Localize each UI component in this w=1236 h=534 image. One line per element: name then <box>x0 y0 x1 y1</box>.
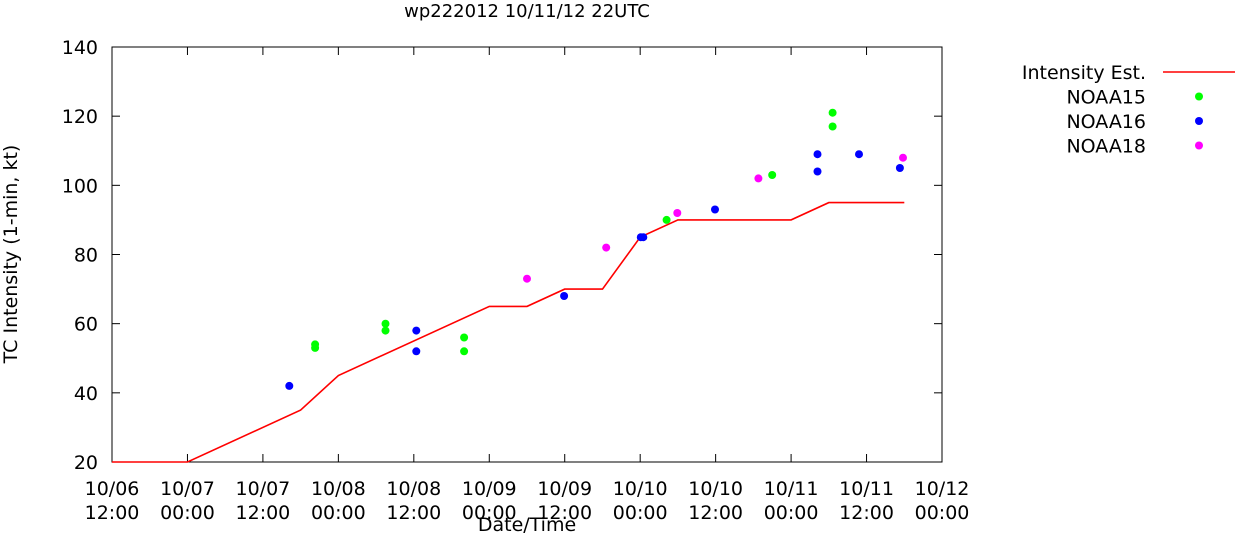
series-noaa18 <box>523 153 907 283</box>
x-tick-label-time: 00:00 <box>764 502 819 524</box>
x-axis-label: Date/Time <box>478 514 576 534</box>
data-point <box>311 343 320 352</box>
x-tick-label-time: 00:00 <box>613 502 668 524</box>
data-point <box>412 347 421 356</box>
series-intensity-est <box>112 201 905 463</box>
x-tick-label-date: 10/12 <box>915 478 970 500</box>
x-tick-label-date: 10/09 <box>537 478 592 500</box>
x-tick-label-time: 12:00 <box>85 502 140 524</box>
data-point <box>711 205 719 214</box>
legend-label: Intensity Est. <box>1022 62 1146 84</box>
series-noaa15 <box>311 108 837 356</box>
data-point <box>899 153 907 162</box>
plot-frame <box>111 46 943 463</box>
x-tick-label-time: 12:00 <box>386 502 441 524</box>
legend-point-swatch <box>1195 92 1203 101</box>
intensity-line <box>112 201 905 463</box>
y-tick-label: 40 <box>74 383 98 405</box>
x-tick-label-time: 00:00 <box>160 502 215 524</box>
x-tick-label-time: 00:00 <box>462 502 517 524</box>
y-tick-label: 100 <box>62 175 98 197</box>
x-tick-label-date: 10/11 <box>839 478 894 500</box>
x-tick-label-date: 10/06 <box>85 478 140 500</box>
data-point <box>813 167 822 176</box>
x-tick-label-date: 10/07 <box>160 478 215 500</box>
data-point <box>460 333 469 342</box>
data-point <box>381 319 390 328</box>
data-point <box>828 108 837 117</box>
x-tick-label-date: 10/08 <box>386 478 441 500</box>
data-point <box>673 209 682 217</box>
x-tick-label-date: 10/07 <box>236 478 291 500</box>
y-tick-label: 80 <box>74 245 98 267</box>
x-tick-label-date: 10/09 <box>462 478 517 500</box>
x-tick-labels: 10/0612:0010/0700:0010/0712:0010/0800:00… <box>85 478 970 524</box>
x-tick-label-date: 10/10 <box>613 478 668 500</box>
y-tick-label: 120 <box>62 106 98 128</box>
x-tick-label-time: 12:00 <box>236 502 291 524</box>
x-tick-label-time: 12:00 <box>688 502 743 524</box>
x-tick-label-time: 12:00 <box>537 502 592 524</box>
data-point <box>560 292 569 300</box>
data-point <box>523 274 531 283</box>
y-tick-label: 140 <box>62 37 98 59</box>
x-tick-label-date: 10/10 <box>688 478 743 500</box>
data-point <box>639 233 648 242</box>
x-tick-label-time: 00:00 <box>311 502 366 524</box>
data-point <box>381 326 390 335</box>
data-point <box>855 150 863 159</box>
data-point <box>412 326 421 335</box>
series-layer <box>112 108 907 463</box>
data-point <box>895 164 904 172</box>
data-point <box>662 215 671 224</box>
data-point <box>285 381 294 390</box>
legend-label: NOAA15 <box>1066 87 1146 109</box>
data-point <box>828 122 837 131</box>
data-point <box>813 150 822 159</box>
x-tick-label-time: 12:00 <box>839 502 894 524</box>
data-point <box>460 347 469 356</box>
y-axis-label: TC Intensity (1-min, kt) <box>0 145 22 365</box>
data-point <box>754 174 763 183</box>
x-tick-label-time: 00:00 <box>915 502 970 524</box>
chart-title: wp222012 10/11/12 22UTC <box>404 1 650 22</box>
x-tick-label-date: 10/11 <box>764 478 819 500</box>
legend-point-swatch <box>1195 141 1203 150</box>
y-tick-label: 20 <box>74 452 98 474</box>
legend-label: NOAA16 <box>1066 111 1146 133</box>
y-tick-label: 60 <box>74 314 98 336</box>
data-point <box>602 243 611 252</box>
legend-point-swatch <box>1195 117 1203 125</box>
axis-ticks <box>111 46 943 463</box>
x-tick-label-date: 10/08 <box>311 478 366 500</box>
y-tick-labels: 20 40 60 80 100 120 140 <box>62 37 98 474</box>
data-point <box>768 171 777 179</box>
legend-label: NOAA18 <box>1066 136 1146 158</box>
series-noaa16 <box>285 150 904 390</box>
